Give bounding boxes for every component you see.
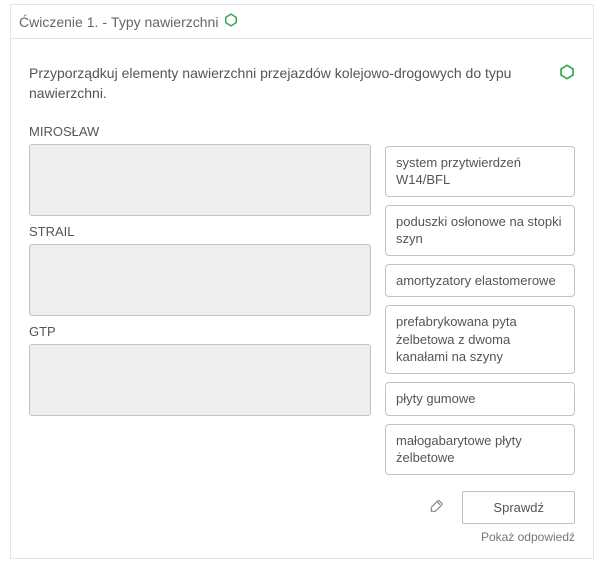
exercise-body: Przyporządkuj elementy nawierzchni przej… [10,39,594,559]
drag-item[interactable]: płyty gumowe [385,382,575,416]
dash: - [102,14,107,30]
exercise-container: Ćwiczenie 1. - Typy nawierzchni Przyporz… [0,0,602,567]
drop-zone-miroslaw[interactable] [29,144,371,216]
items-column: system przytwierdzeń W14/BFL poduszki os… [385,146,575,475]
drag-item[interactable]: amortyzatory elastomerowe [385,264,575,298]
drop-zone-strail[interactable] [29,244,371,316]
drag-item[interactable]: poduszki osłonowe na stopki szyn [385,205,575,256]
category-label: MIROSŁAW [29,124,371,139]
reset-button[interactable] [424,494,448,521]
exercise-subtitle: Typy nawierzchni [111,14,218,30]
show-answer-link[interactable]: Pokaż odpowiedź [481,530,575,544]
exercise-header: Ćwiczenie 1. - Typy nawierzchni [10,4,594,39]
drop-zone-gtp[interactable] [29,344,371,416]
category-label: STRAIL [29,224,371,239]
drag-item[interactable]: małogabarytowe płyty żelbetowe [385,424,575,475]
show-answer-row: Pokaż odpowiedź [29,530,575,544]
eraser-icon [428,498,444,517]
hexagon-icon[interactable] [559,64,575,83]
category-label: GTP [29,324,371,339]
exercise-number: Ćwiczenie 1. [19,14,98,30]
drag-item[interactable]: prefabrykowana pyta żelbetowa z dwoma ka… [385,305,575,374]
hexagon-icon [224,13,238,30]
matching-columns: MIROSŁAW STRAIL GTP system przytwierdzeń… [29,124,575,475]
drag-item[interactable]: system przytwierdzeń W14/BFL [385,146,575,197]
footer-actions: Sprawdź [29,491,575,524]
instruction-text: Przyporządkuj elementy nawierzchni przej… [29,63,549,104]
categories-column: MIROSŁAW STRAIL GTP [29,124,371,416]
check-button[interactable]: Sprawdź [462,491,575,524]
instruction-row: Przyporządkuj elementy nawierzchni przej… [29,63,575,104]
